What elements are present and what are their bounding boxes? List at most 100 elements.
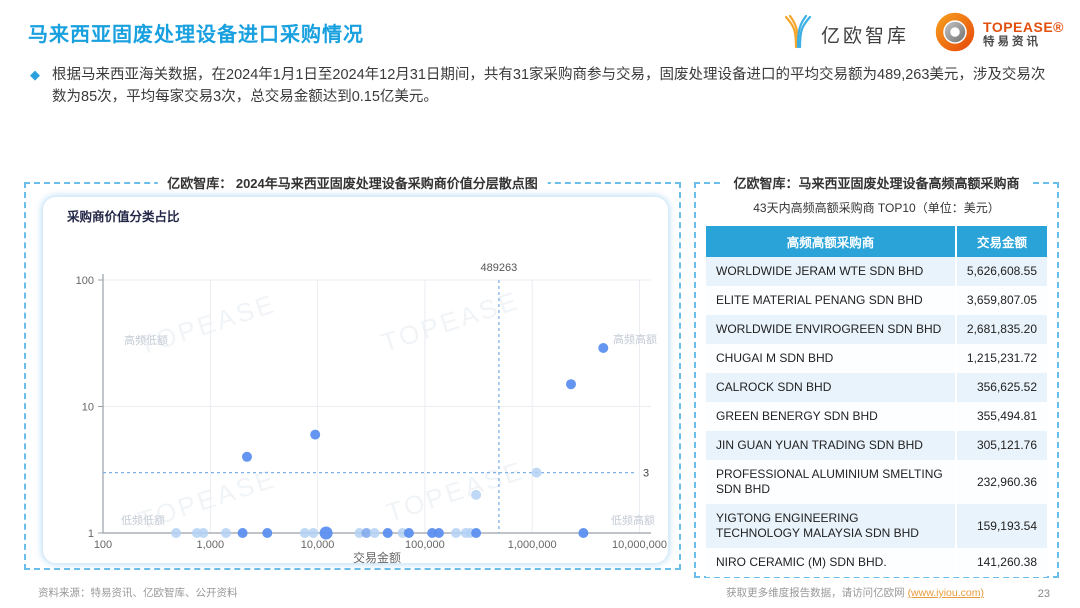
topease-logo-icon [935, 12, 975, 57]
top10-subtitle: 43天内高频高额采购商 TOP10（单位：美元） [753, 201, 1000, 215]
quadrant-label-bottom-right: 低频高额 [611, 513, 655, 527]
amount-cell: 356,625.52 [954, 373, 1047, 402]
yiou-logo: 亿欧智库 [781, 14, 909, 55]
amount-cell: 305,121.76 [954, 431, 1047, 460]
scatter-point[interactable] [451, 528, 461, 538]
scatter-point[interactable] [566, 379, 576, 390]
avg-amount-label: 489263 [481, 262, 518, 274]
buyer-name-cell: GREEN BENERGY SDN BHD [716, 409, 878, 423]
scatter-point[interactable] [471, 528, 482, 538]
scatter-point[interactable] [310, 429, 321, 440]
buyer-name-cell: JIN GUAN YUAN TRADING SDN BHD [716, 438, 923, 452]
yiou-logo-text: 亿欧智库 [821, 26, 910, 47]
scatter-point[interactable] [433, 528, 444, 538]
buyer-name-cell: NIRO CERAMIC (M) SDN BHD. [716, 555, 887, 569]
scatter-point[interactable] [242, 451, 252, 462]
buyer-name-cell: CALROCK SDN BHD [716, 380, 832, 394]
summary-text: 根据马来西亚海关数据，在2024年1月1日至2024年12月31日期间，共有31… [52, 67, 1046, 105]
scatter-point[interactable] [354, 528, 365, 538]
scatter-point[interactable] [598, 343, 609, 353]
amount-cell: 355,494.81 [954, 402, 1047, 431]
table-row[interactable]: WORLDWIDE ENVIROGREEN SDN BHD 2,681,835.2… [706, 315, 1047, 344]
amount-cell: 3,659,807.05 [954, 286, 1047, 315]
watermark: TOPEASE [134, 288, 280, 361]
x-axis-tick-label: 10,000,000 [612, 539, 667, 551]
amount-cell: 232,960.36 [954, 460, 1047, 504]
scatter-point[interactable] [531, 467, 542, 478]
quadrant-label-top-left: 高频低额 [124, 333, 168, 347]
scatter-point[interactable] [198, 528, 209, 538]
column-header-amount[interactable]: 交易金额 [954, 226, 1047, 257]
table-row[interactable]: ELITE MATERIAL PENANG SDN BHD 3,659,807.0… [706, 286, 1047, 315]
x-axis-tick-label: 1,000 [197, 539, 225, 551]
table-row[interactable]: CALROCK SDN BHD 356,625.52 [706, 373, 1047, 402]
scatter-point[interactable] [403, 528, 414, 538]
scatter-point[interactable] [299, 528, 310, 538]
buyer-name-cell: YIGTONG ENGINEERING TECHNOLOGY MALAYSIA … [716, 511, 919, 540]
scatter-point[interactable] [237, 528, 248, 538]
table-row[interactable]: PROFESSIONAL ALUMINIUM SMELTING SDN BHD 2… [706, 460, 1047, 504]
amount-cell: 1,215,231.72 [954, 344, 1047, 373]
chart-card-label: 采购商价值分类占比 [67, 210, 180, 224]
topease-logo: TOPEASE® 特易资讯 [935, 12, 1064, 57]
top10-panel: 亿欧智库：马来西亚固废处理设备高频高额采购商 43天内高频高额采购商 TOP10… [694, 173, 1059, 578]
buyer-name-cell: ELITE MATERIAL PENANG SDN BHD [716, 293, 923, 307]
buyer-name-cell: CHUGAI M SDN BHD [716, 351, 834, 365]
x-axis-tick-label: 1,000,000 [508, 539, 557, 551]
table-row[interactable]: NIRO CERAMIC (M) SDN BHD. 141,260.38 [706, 548, 1047, 577]
watermark: TOPEASE [382, 455, 528, 528]
buyer-name-cell: PROFESSIONAL ALUMINIUM SMELTING SDN BHD [716, 467, 943, 496]
amount-cell: 2,681,835.20 [954, 315, 1047, 344]
buyer-name-cell: WORLDWIDE JERAM WTE SDN BHD [716, 264, 924, 278]
summary-paragraph: ◆ 根据马来西亚海关数据，在2024年1月1日至2024年12月31日期间，共有… [30, 64, 1048, 108]
footer-source: 资料来源：特易资讯、亿欧智库、公开资料 [38, 587, 238, 599]
table-header-row: 高频高额采购商 交易金额 [706, 226, 1047, 257]
x-axis-tick-label: 100 [94, 539, 112, 551]
scatter-point[interactable] [471, 489, 482, 500]
scatter-point[interactable] [308, 528, 319, 538]
footer-more-text: 获取更多维度报告数据，请访问亿欧网 [726, 587, 908, 599]
topease-logo-text: TOPEASE® [983, 19, 1064, 36]
y-axis-tick-label: 1 [88, 528, 94, 540]
page-title: 马来西亚固废处理设备进口采购情况 [28, 24, 364, 46]
amount-cell: 5,626,608.55 [954, 257, 1047, 286]
scatter-point[interactable] [361, 528, 372, 538]
watermark: TOPEASE [377, 285, 523, 358]
x-axis-tick-label: 100,000 [405, 539, 445, 551]
column-header-buyer[interactable]: 高频高额采购商 [706, 226, 955, 257]
scatter-point[interactable] [369, 528, 380, 538]
bullet-diamond-icon: ◆ [30, 67, 40, 82]
scatter-point[interactable] [262, 528, 273, 538]
y-axis-tick-label: 100 [76, 275, 94, 287]
yiou-logo-icon [781, 14, 815, 55]
buyer-name-cell: WORLDWIDE ENVIROGREEN SDN BHD [716, 322, 942, 336]
quadrant-label-bottom-left: 低频低额 [121, 513, 165, 527]
scatter-point[interactable] [319, 526, 333, 540]
top10-table-body: WORLDWIDE JERAM WTE SDN BHD 5,626,608.55 E… [706, 257, 1047, 577]
table-row[interactable]: CHUGAI M SDN BHD 1,215,231.72 [706, 344, 1047, 373]
amount-cell: 159,193.54 [954, 504, 1047, 548]
scatter-panel-title: 亿欧智库： 2024年马来西亚固废处理设备采购商价值分层散点图 [157, 173, 548, 192]
page-number: 23 [1037, 588, 1050, 600]
table-row[interactable]: YIGTONG ENGINEERING TECHNOLOGY MALAYSIA … [706, 504, 1047, 548]
y-axis-tick-label: 10 [82, 402, 94, 414]
table-row[interactable]: WORLDWIDE JERAM WTE SDN BHD 5,626,608.55 [706, 257, 1047, 286]
footer-link[interactable]: (www.iyiou.com) [907, 587, 984, 599]
scatter-chart-card: 采购商价值分类占比 TOPEASE TOPEASE TOPEASE TOPEASE 高频… [42, 196, 670, 565]
top10-panel-title: 亿欧智库：马来西亚固废处理设备高频高额采购商 [723, 173, 1030, 192]
footer-more: 获取更多维度报告数据，请访问亿欧网 (www.iyiou.com) [726, 585, 984, 600]
scatter-panel: 亿欧智库： 2024年马来西亚固废处理设备采购商价值分层散点图 采购商价值分类占… [24, 173, 681, 570]
scatter-point[interactable] [578, 528, 589, 538]
table-row[interactable]: JIN GUAN YUAN TRADING SDN BHD 305,121.76 [706, 431, 1047, 460]
x-axis-title: 交易金额 [353, 550, 401, 565]
top10-table: 高频高额采购商 交易金额 WORLDWIDE JERAM WTE SDN BHD… [706, 226, 1047, 577]
table-row[interactable]: GREEN BENERGY SDN BHD 355,494.81 [706, 402, 1047, 431]
scatter-point[interactable] [221, 528, 231, 538]
x-axis-tick-label: 10,000 [301, 539, 335, 551]
amount-cell: 141,260.38 [954, 548, 1047, 577]
scatter-point[interactable] [382, 528, 393, 538]
avg-count-label: 3 [643, 468, 649, 480]
topease-logo-subtext: 特易资讯 [983, 35, 1042, 48]
scatter-point[interactable] [171, 528, 182, 538]
